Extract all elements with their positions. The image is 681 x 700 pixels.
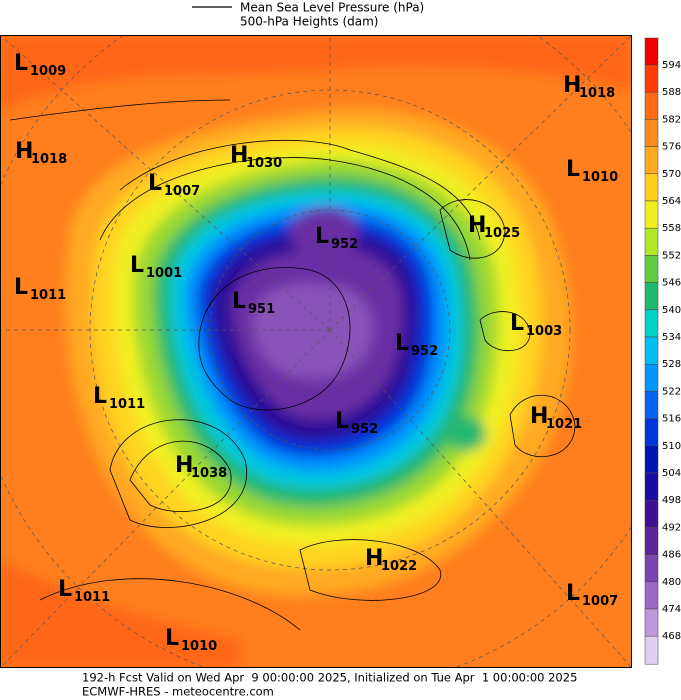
center-letter: L: [315, 224, 329, 249]
colorbar-label: 546: [662, 278, 681, 289]
colorbar-box: [644, 227, 659, 256]
center-letter: L: [14, 51, 28, 76]
center-value: 1030: [246, 156, 282, 171]
height-field: [0, 35, 632, 668]
center-value: 1022: [381, 559, 417, 574]
center-letter: H: [365, 546, 383, 571]
center-value: 952: [331, 237, 358, 252]
footer-valid: 192-h Fcst Valid on Wed Apr 9 00:00:00 2…: [82, 671, 577, 685]
center-value: 951: [248, 302, 275, 317]
center-value: 1025: [484, 226, 520, 241]
height-label: 500-hPa Heights (dam): [240, 15, 378, 29]
center-letter: L: [510, 311, 524, 336]
colorbar-label: 540: [662, 305, 681, 316]
colorbar-label: 534: [662, 332, 681, 343]
center-value: 952: [411, 344, 438, 359]
colorbar-box: [644, 146, 659, 175]
colorbar-label: 594: [662, 60, 681, 71]
center-letter: H: [563, 73, 581, 98]
center-letter: L: [14, 275, 28, 300]
center-value: 1011: [74, 590, 110, 605]
colorbar-box: [644, 255, 659, 283]
center-letter: L: [148, 171, 162, 196]
colorbar-label: 492: [662, 522, 681, 533]
colorbar-label: 474: [662, 604, 681, 615]
colorbar-box: [644, 200, 659, 229]
colorbar-box: [644, 173, 659, 202]
center-letter: L: [232, 289, 246, 314]
center-letter: L: [395, 331, 409, 356]
center-value: 1007: [164, 184, 200, 199]
center-letter: H: [175, 453, 193, 478]
center-value: 1003: [526, 324, 562, 339]
colorbar-box: [644, 445, 659, 474]
colorbar-label: 564: [662, 196, 681, 207]
colorbar-box: [644, 527, 659, 555]
colorbar-label: 528: [662, 359, 681, 370]
colorbar-box: [644, 391, 659, 419]
colorbar-box: [644, 472, 659, 501]
colorbar-label: 582: [662, 114, 681, 125]
mslp-label: Mean Sea Level Pressure (hPa): [240, 1, 424, 15]
colorbar-label: 522: [662, 386, 681, 397]
center-letter: L: [165, 626, 179, 651]
center-letter: H: [468, 213, 486, 238]
colorbar-box: [644, 282, 659, 311]
center-value: 1011: [109, 397, 145, 412]
footer-source: ECMWF-HRES - meteocentre.com: [82, 685, 274, 699]
center-value: 1010: [181, 639, 217, 654]
center-value: 1018: [31, 152, 67, 167]
colorbar-label: 570: [662, 169, 681, 180]
colorbar-label: 498: [662, 495, 681, 506]
colorbar-box: [644, 119, 659, 147]
colorbar-label: 588: [662, 87, 681, 98]
colorbar-label: 510: [662, 441, 681, 452]
center-value: 1010: [582, 170, 618, 185]
colorbar-box: [644, 554, 659, 583]
center-letter: H: [230, 143, 248, 168]
center-value: 952: [351, 422, 378, 437]
colorbar-box: [644, 635, 659, 665]
center-value: 1009: [30, 64, 66, 79]
colorbar-box: [644, 608, 659, 637]
colorbar-box: [644, 91, 659, 120]
center-value: 1038: [191, 466, 227, 481]
colorbar-label: 558: [662, 223, 681, 234]
center-letter: L: [566, 157, 580, 182]
center-letter: H: [15, 139, 33, 164]
colorbar-box: [644, 64, 659, 93]
center-letter: H: [530, 404, 548, 429]
colorbar: 594 588 582 576 570 564 558 552 546 540 534 528 522 5…: [644, 37, 681, 665]
colorbar-box: [644, 37, 659, 66]
colorbar-label: 516: [662, 414, 681, 425]
center-value: 1011: [30, 288, 66, 303]
colorbar-box: [644, 418, 659, 447]
colorbar-box: [644, 581, 659, 610]
center-letter: L: [335, 409, 349, 434]
center-letter: L: [566, 581, 580, 606]
center-value: 1021: [546, 417, 582, 432]
colorbar-label: 468: [662, 631, 681, 642]
colorbar-box: [644, 309, 659, 338]
isobars: [9, 99, 576, 631]
colorbar-label: 486: [662, 550, 681, 561]
colorbar-label: 480: [662, 577, 681, 588]
center-letter: L: [93, 384, 107, 409]
colorbar-box: [644, 336, 659, 365]
colorbar-box: [644, 499, 659, 528]
colorbar-label: 552: [662, 250, 681, 261]
center-value: 1018: [579, 86, 615, 101]
map-frame: [0, 35, 632, 668]
center-value: 1007: [582, 594, 618, 609]
center-letter: L: [130, 253, 144, 278]
center-letter: L: [58, 577, 72, 602]
center-value: 1001: [146, 266, 182, 281]
colorbar-label: 576: [662, 142, 681, 153]
colorbar-label: 504: [662, 468, 681, 479]
colorbar-box: [644, 363, 659, 392]
